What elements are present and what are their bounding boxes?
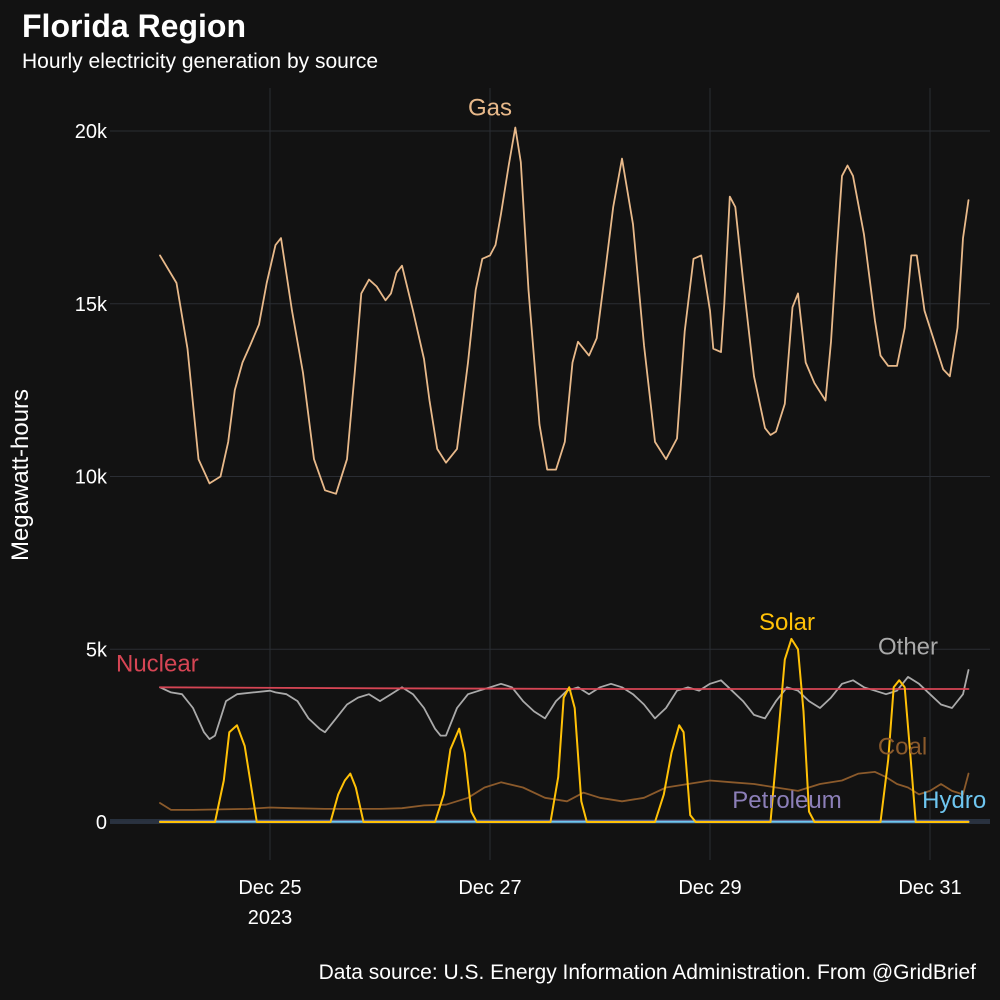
series-label-other: Other [878,633,938,660]
series-label-coal: Coal [878,734,927,761]
data-source-caption: Data source: U.S. Energy Information Adm… [318,961,976,984]
y-tick-label: 5k [86,639,108,661]
series-label-petroleum: Petroleum [732,787,841,814]
axis-ticks: 0 5k 10k 15k 20k Dec 25 2023 Dec 27 Dec 29 Dec 31 [75,121,962,929]
series-line-coal [159,771,970,811]
x-tick-label: Dec 31 [898,877,961,899]
chart-title: Florida Region [22,8,246,44]
series-label-hydro: Hydro [922,787,986,814]
series-lines [159,126,970,823]
y-axis-label: Megawatt-hours [7,389,34,561]
series-line-other [159,669,970,740]
series-label-solar: Solar [759,609,815,636]
series-line-solar [159,637,970,823]
chart-subtitle: Hourly electricity generation by source [22,50,378,73]
x-tick-label: Dec 27 [458,877,521,899]
series-line-nuclear [159,686,970,690]
x-tick-label: 2023 [248,907,293,929]
x-tick-label: Dec 29 [678,877,741,899]
y-tick-label: 0 [96,812,107,834]
series-line-gas [159,126,970,495]
y-tick-label: 15k [75,294,108,316]
series-label-nuclear: Nuclear [116,651,199,678]
series-label-gas: Gas [468,94,512,121]
series-labels: Gas Nuclear Solar Other Coal Petroleum Hydro [116,94,986,814]
y-tick-label: 10k [75,467,108,489]
x-tick-label: Dec 25 [238,877,301,899]
y-tick-label: 20k [75,121,108,143]
